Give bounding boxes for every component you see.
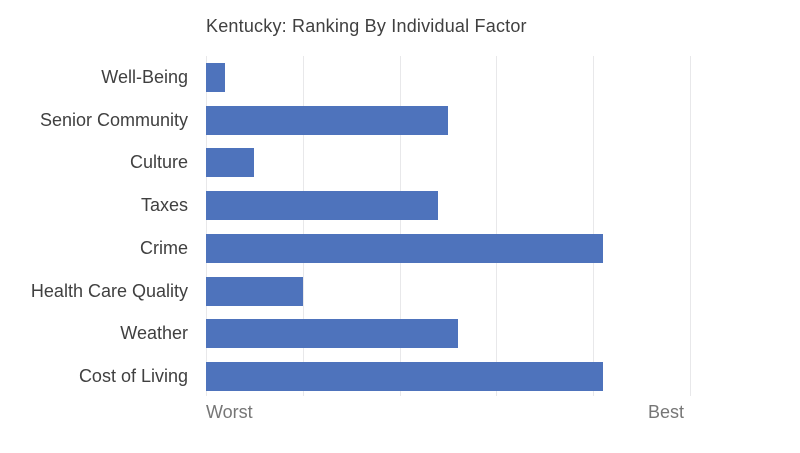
gridline	[593, 56, 595, 396]
bar	[206, 191, 439, 221]
category-label: Culture	[129, 152, 188, 173]
bar	[206, 233, 603, 263]
bar	[206, 62, 226, 92]
chart-title: Kentucky: Ranking By Individual Factor	[206, 16, 527, 36]
category-label: Weather	[120, 323, 188, 344]
category-label: Cost of Living	[78, 366, 188, 387]
category-label: Senior Community	[39, 109, 188, 130]
bar	[206, 148, 255, 178]
bar	[206, 276, 303, 306]
chart-row: Senior Community	[0, 99, 800, 142]
gridline	[690, 56, 691, 396]
category-label: Crime	[140, 237, 188, 258]
category-label: Taxes	[140, 195, 188, 216]
bar	[206, 319, 458, 349]
chart-row: Crime	[0, 227, 800, 270]
x-axis-label-worst: Worst	[206, 402, 253, 422]
category-label: Well-Being	[101, 66, 188, 87]
category-label: Health Care Quality	[30, 280, 188, 301]
bar	[206, 105, 448, 135]
chart-row: Cost of Living	[0, 355, 800, 398]
chart-row: Weather	[0, 313, 800, 356]
gridline	[206, 56, 207, 396]
chart-row: Culture	[0, 142, 800, 185]
chart-row: Well-Being	[0, 56, 800, 99]
x-axis-label-best: Best	[647, 402, 684, 422]
gridline	[399, 56, 401, 396]
bar	[206, 362, 603, 392]
chart-row: Health Care Quality	[0, 270, 800, 313]
gridline	[302, 56, 304, 396]
gridline	[496, 56, 498, 396]
chart-row: Taxes	[0, 184, 800, 227]
